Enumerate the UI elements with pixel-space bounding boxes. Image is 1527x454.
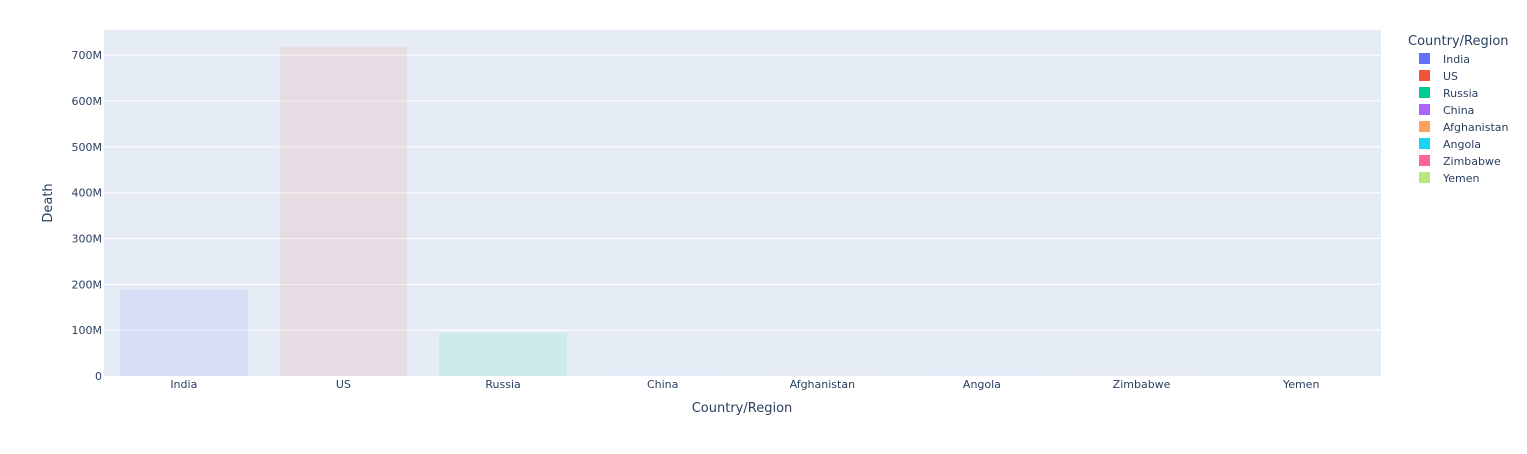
bar-china[interactable]: [598, 375, 727, 377]
legend-swatch: [1419, 138, 1430, 149]
bar-russia[interactable]: [439, 332, 567, 376]
legend-swatch: [1419, 87, 1430, 98]
bar-yemen[interactable]: [1237, 375, 1366, 377]
legend-item-us[interactable]: US: [1419, 70, 1458, 83]
y-axis-title: Death: [41, 183, 56, 222]
x-tick-label: US: [336, 378, 351, 391]
bar-india[interactable]: [119, 289, 248, 376]
legend-title: Country/Region: [1408, 34, 1509, 49]
y-tick-label: 600M: [72, 95, 103, 108]
x-tick-label: Russia: [485, 378, 520, 391]
y-tick-label: 0: [95, 370, 102, 383]
x-axis-title: Country/Region: [692, 401, 793, 416]
y-tick-label: 700M: [72, 49, 103, 62]
legend-item-russia[interactable]: Russia: [1419, 87, 1478, 100]
legend-swatch: [1419, 53, 1430, 64]
y-tick-label: 200M: [72, 278, 103, 291]
x-tick-label: Zimbabwe: [1113, 378, 1171, 391]
legend-label: Zimbabwe: [1443, 155, 1501, 168]
x-tick-label: China: [647, 378, 678, 391]
legend-item-yemen[interactable]: Yemen: [1419, 172, 1480, 185]
bar-us[interactable]: [279, 46, 408, 376]
y-tick-label: 400M: [72, 187, 103, 200]
legend-item-afghanistan[interactable]: Afghanistan: [1419, 121, 1509, 134]
gridlines: [104, 54, 1381, 331]
x-axis-ticks: India US Russia China Afghanistan Angola Zimba…: [170, 378, 1319, 391]
y-tick-label: 100M: [72, 324, 103, 337]
legend-label: Angola: [1443, 138, 1481, 151]
legend-label: India: [1443, 53, 1470, 66]
legend-label: China: [1443, 104, 1474, 117]
bar-zimbabwe[interactable]: [1077, 375, 1206, 377]
bars: [119, 46, 1366, 377]
legend-item-china[interactable]: China: [1419, 104, 1474, 117]
legend-swatch: [1419, 172, 1430, 183]
legend-label: Yemen: [1442, 172, 1480, 185]
legend-swatch: [1419, 155, 1430, 166]
x-tick-label: Afghanistan: [790, 378, 856, 391]
legend-swatch: [1419, 121, 1430, 132]
legend-swatch: [1419, 70, 1430, 81]
legend-label: Russia: [1443, 87, 1478, 100]
y-tick-label: 300M: [72, 233, 103, 246]
x-tick-label: India: [170, 378, 197, 391]
legend-item-angola[interactable]: Angola: [1419, 138, 1481, 151]
legend-item-india[interactable]: India: [1419, 53, 1470, 66]
bar-afghanistan[interactable]: [758, 375, 887, 377]
bar-angola[interactable]: [918, 375, 1046, 377]
legend-label: Afghanistan: [1443, 121, 1509, 134]
x-tick-label: Yemen: [1282, 378, 1320, 391]
y-axis-ticks: 0 100M 200M 300M 400M 500M 600M 700M: [72, 49, 103, 383]
x-tick-label: Angola: [963, 378, 1001, 391]
legend-item-zimbabwe[interactable]: Zimbabwe: [1419, 155, 1501, 168]
legend-label: US: [1443, 70, 1458, 83]
legend: Country/Region India US Russia China Afghani…: [1408, 34, 1509, 185]
plot-background: [104, 30, 1381, 376]
y-tick-label: 500M: [72, 141, 103, 154]
legend-swatch: [1419, 104, 1430, 115]
